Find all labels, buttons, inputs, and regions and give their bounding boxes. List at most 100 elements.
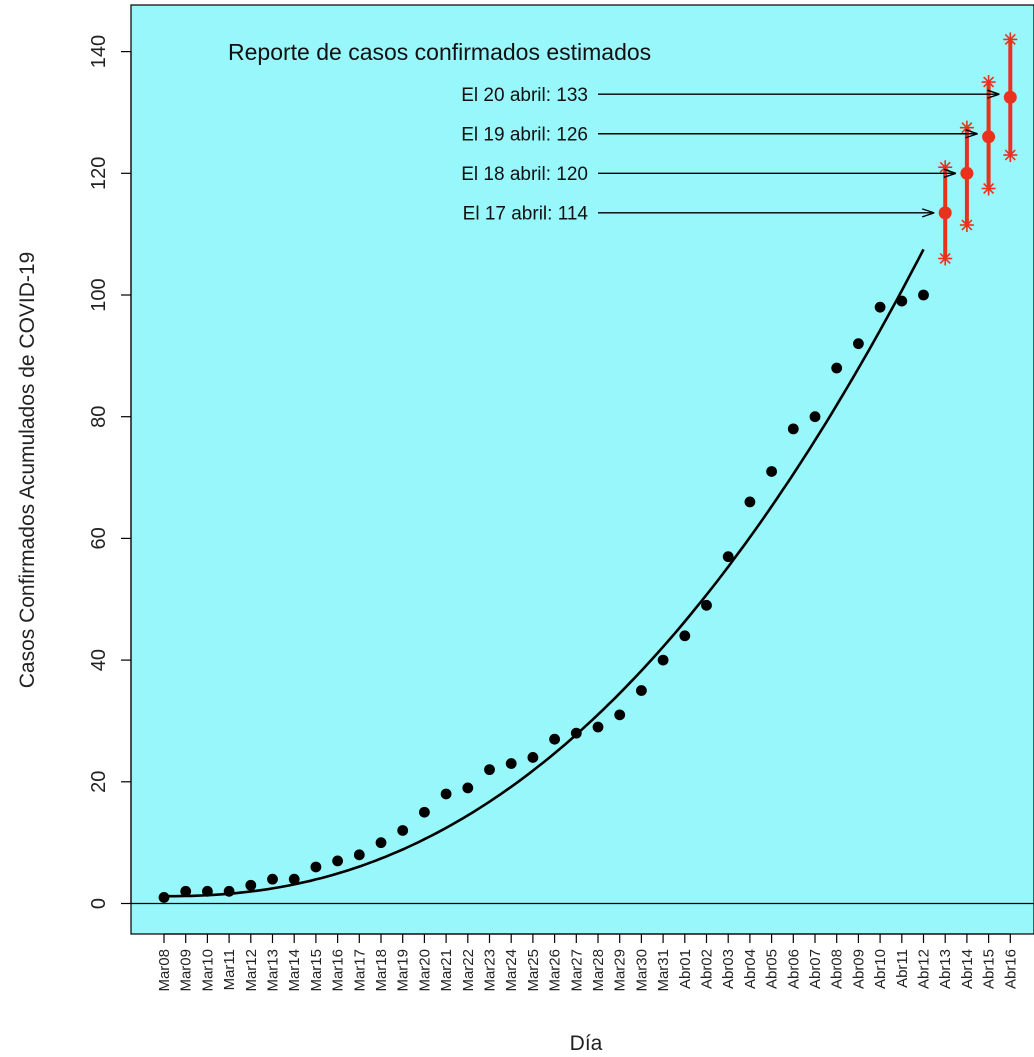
observed-point <box>288 873 300 885</box>
x-tick-label: Abr13 <box>937 949 954 989</box>
observed-point <box>375 837 387 849</box>
x-tick-label: Mar31 <box>655 949 672 992</box>
forecast-point <box>938 206 952 220</box>
x-tick-label: Abr09 <box>850 949 867 989</box>
x-tick-label: Mar24 <box>503 949 520 992</box>
y-tick-label: 0 <box>88 898 110 909</box>
x-tick-label: Mar26 <box>547 949 564 992</box>
annotation-arrowhead <box>943 168 957 178</box>
annotation-label: El 17 abril: 114 <box>463 204 589 225</box>
annotation-label: El 20 abril: 133 <box>461 85 588 106</box>
observed-point <box>614 709 626 721</box>
observed-point <box>419 806 430 818</box>
interval-end-star <box>959 120 974 135</box>
observed-point <box>310 861 322 873</box>
star-stroke <box>1004 33 1016 45</box>
chart-title: Reporte de casos confirmados estimados <box>228 39 651 65</box>
observed-point <box>484 764 495 776</box>
observed-point <box>636 685 647 696</box>
x-tick-label: Abr04 <box>742 949 759 989</box>
x-tick-label: Mar14 <box>286 949 303 992</box>
fitted-curve-group <box>164 248 925 898</box>
observed-point <box>722 551 734 563</box>
x-tick-label: Mar16 <box>330 949 347 992</box>
observed-points <box>158 289 929 903</box>
x-tick-label: Abr11 <box>894 949 911 988</box>
x-tick-label: Mar23 <box>482 949 499 992</box>
y-tick-label: 60 <box>88 527 110 549</box>
y-tick-label: 20 <box>88 771 110 793</box>
forecast-point <box>960 166 974 180</box>
x-tick-label: Abr06 <box>785 949 802 989</box>
x-tick-label: Abr03 <box>720 949 737 989</box>
forecast-point <box>982 130 996 144</box>
x-tick-label: Mar17 <box>351 949 368 992</box>
observed-point <box>766 466 777 477</box>
interval-end-star <box>938 251 953 266</box>
observed-point <box>180 885 192 897</box>
x-tick-label: Mar10 <box>199 949 216 992</box>
x-tick-label: Mar11 <box>221 949 238 990</box>
observed-point <box>809 411 821 423</box>
x-tick-label: Mar12 <box>243 949 260 992</box>
x-tick-label: Mar19 <box>395 949 412 992</box>
interval-end-star <box>981 181 996 196</box>
annotation-arrowhead <box>987 89 1000 99</box>
observed-point <box>267 873 278 885</box>
observed-point <box>397 825 409 836</box>
y-axis: 0 20 40 60 80 100 120 140 <box>88 35 132 909</box>
forecast-intervals <box>938 32 1018 266</box>
forecast-point <box>1003 90 1017 104</box>
star-stroke <box>939 252 951 265</box>
observed-point <box>549 733 560 745</box>
x-tick-label: Abr16 <box>1002 949 1019 989</box>
observed-point <box>245 879 257 891</box>
star-stroke <box>1004 149 1016 161</box>
x-tick-label: Mar27 <box>568 949 585 992</box>
observed-point <box>874 301 886 313</box>
observed-point <box>570 727 582 739</box>
observed-point <box>679 630 691 642</box>
observed-point <box>896 295 908 307</box>
x-tick-label: Mar18 <box>373 949 390 992</box>
y-tick-label: 80 <box>88 406 110 428</box>
plot-area <box>130 4 1034 935</box>
x-tick-label: Mar25 <box>525 949 542 992</box>
observed-point <box>744 496 756 508</box>
x-axis-title: Día <box>570 1032 603 1055</box>
annotation-label: El 18 abril: 120 <box>461 164 588 185</box>
observed-point <box>831 362 843 374</box>
observed-point <box>527 752 539 763</box>
observed-point <box>657 654 669 666</box>
observed-point <box>505 758 517 769</box>
x-tick-label: Mar21 <box>438 949 455 992</box>
interval-end-star <box>1003 148 1018 163</box>
x-tick-label: Mar22 <box>460 949 477 992</box>
y-tick-label: 100 <box>88 278 110 311</box>
x-tick-label: Mar09 <box>178 949 195 992</box>
x-axis: Mar08 Mar09 Mar10 Mar11 Mar12 Mar13 Mar14 Mar15… <box>156 933 1019 992</box>
observed-point <box>853 338 864 350</box>
x-tick-label: Mar20 <box>416 949 433 992</box>
star-stroke <box>961 122 973 134</box>
x-tick-label: Abr10 <box>872 949 889 989</box>
x-tick-label: Abr05 <box>764 949 781 989</box>
x-tick-label: Mar15 <box>308 949 325 992</box>
x-tick-label: Abr01 <box>677 949 694 989</box>
x-tick-label: Mar29 <box>612 949 629 992</box>
observed-point <box>918 289 929 301</box>
x-tick-label: Abr14 <box>959 949 976 989</box>
star-stroke <box>939 161 951 173</box>
x-tick-label: Mar08 <box>156 949 173 992</box>
y-tick-label: 120 <box>88 157 110 190</box>
x-tick-label: Mar13 <box>265 949 282 992</box>
annotation-arrowhead <box>921 208 935 218</box>
interval-end-star <box>938 160 953 175</box>
x-tick-label: Abr08 <box>829 949 846 989</box>
observed-point <box>701 599 712 611</box>
observed-point <box>592 721 604 733</box>
star-stroke <box>983 76 995 88</box>
observed-point <box>462 782 474 794</box>
observed-point <box>332 855 343 867</box>
